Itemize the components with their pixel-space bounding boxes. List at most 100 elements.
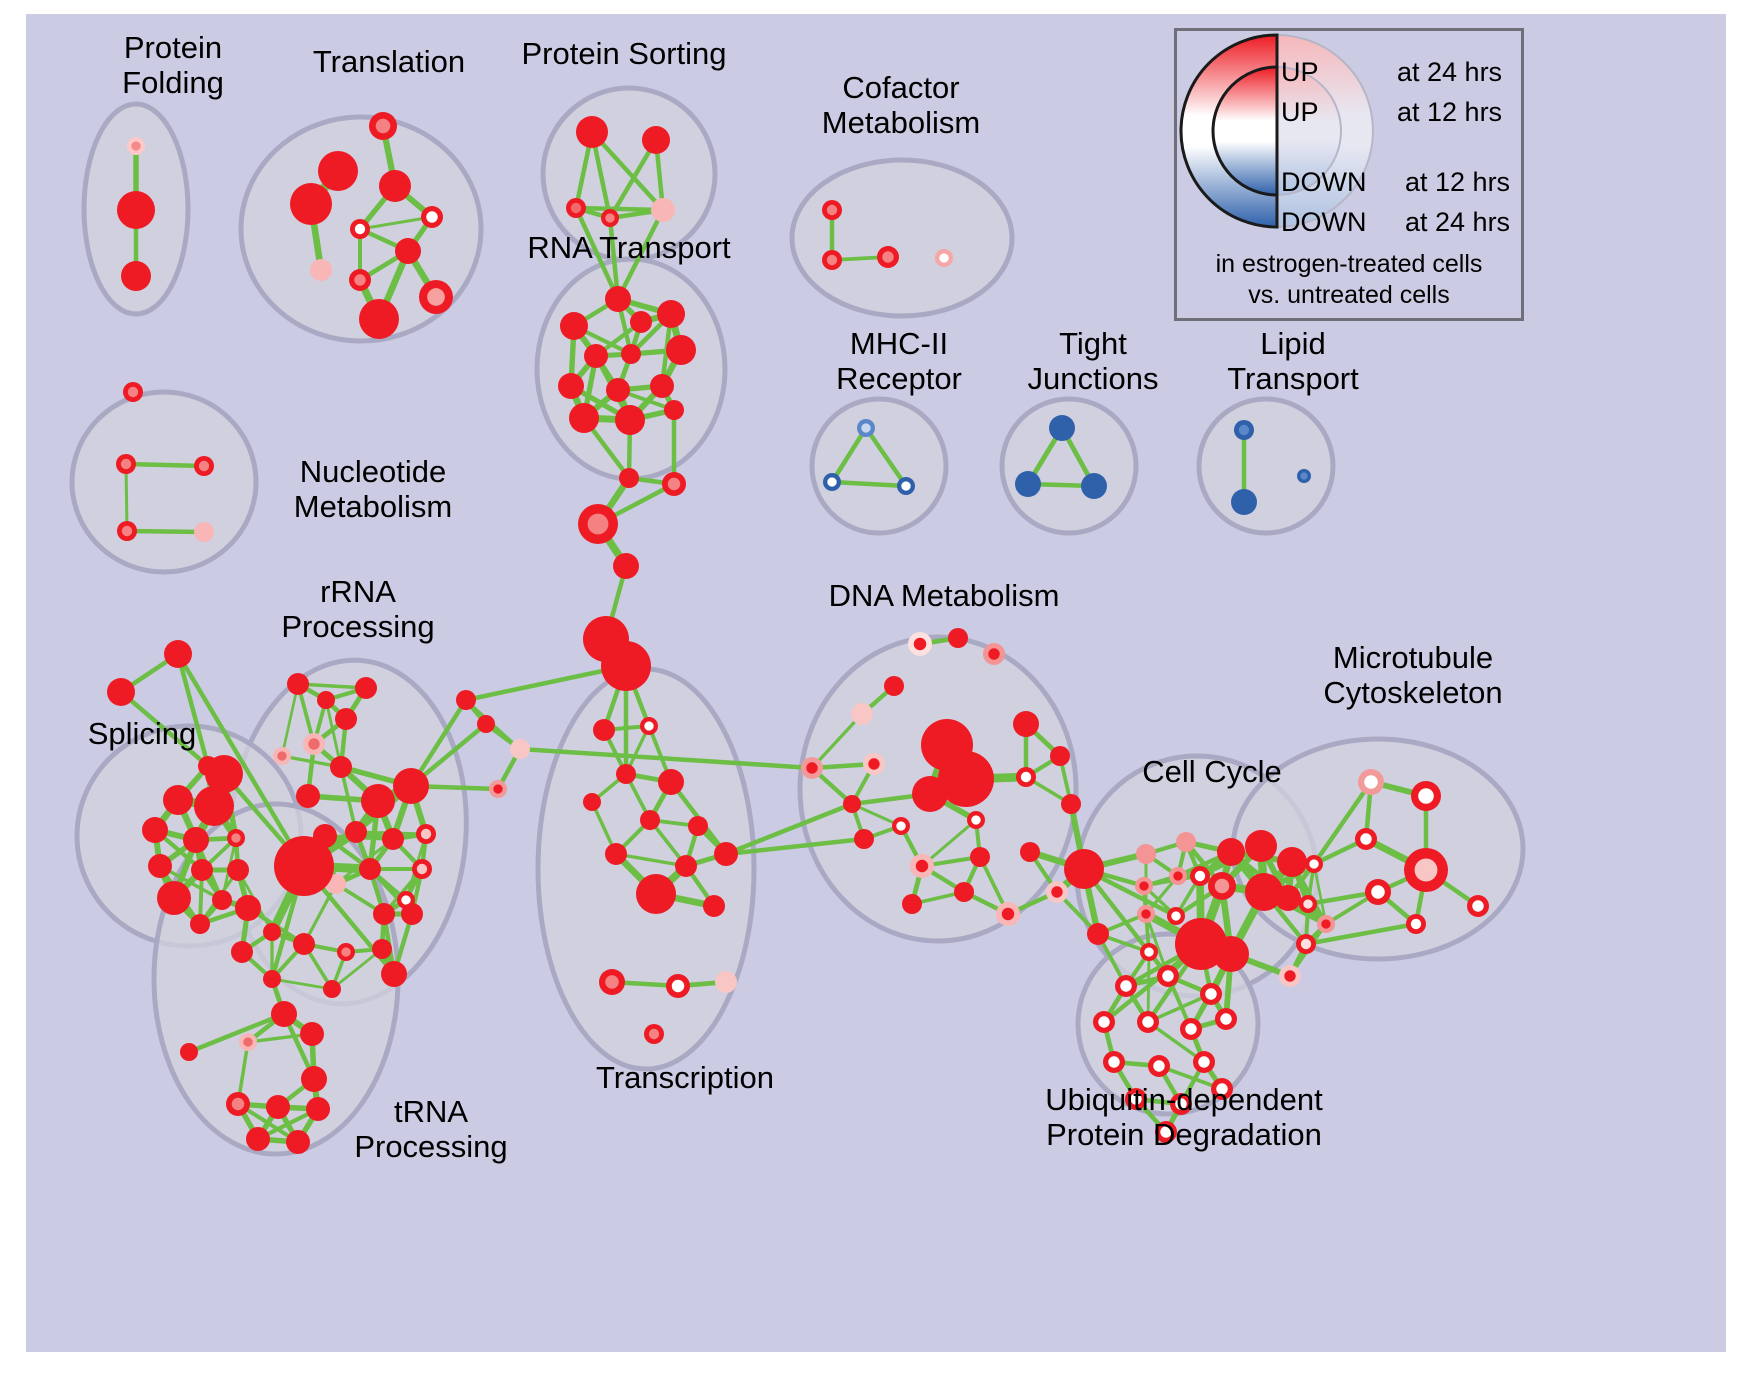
- network-node[interactable]: [615, 405, 645, 435]
- network-node[interactable]: [599, 969, 625, 995]
- network-node[interactable]: [1317, 915, 1335, 933]
- network-node[interactable]: [350, 219, 370, 239]
- network-node[interactable]: [851, 703, 873, 725]
- network-node[interactable]: [688, 816, 708, 836]
- network-node[interactable]: [1103, 1051, 1125, 1073]
- network-node[interactable]: [127, 137, 145, 155]
- network-node[interactable]: [1245, 873, 1283, 911]
- network-node[interactable]: [822, 200, 842, 220]
- network-node[interactable]: [355, 677, 377, 699]
- network-node[interactable]: [877, 246, 899, 268]
- network-node[interactable]: [1211, 1078, 1233, 1100]
- network-node[interactable]: [183, 827, 209, 853]
- network-node[interactable]: [190, 914, 210, 934]
- network-node[interactable]: [1190, 866, 1210, 886]
- network-node[interactable]: [1213, 936, 1249, 972]
- network-node[interactable]: [382, 828, 404, 850]
- network-node[interactable]: [273, 747, 291, 765]
- network-node[interactable]: [239, 1033, 257, 1051]
- network-node[interactable]: [703, 895, 725, 917]
- network-node[interactable]: [823, 473, 841, 491]
- network-node[interactable]: [381, 961, 407, 987]
- network-node[interactable]: [616, 764, 636, 784]
- network-node[interactable]: [651, 198, 675, 222]
- network-node[interactable]: [359, 858, 381, 880]
- network-node[interactable]: [1170, 1093, 1192, 1115]
- network-node[interactable]: [323, 980, 341, 998]
- network-node[interactable]: [601, 209, 619, 227]
- network-node[interactable]: [227, 859, 249, 881]
- network-node[interactable]: [1297, 469, 1311, 483]
- network-node[interactable]: [857, 419, 875, 437]
- network-node[interactable]: [619, 468, 639, 488]
- network-node[interactable]: [892, 817, 910, 835]
- network-node[interactable]: [416, 824, 436, 844]
- network-node[interactable]: [566, 198, 586, 218]
- network-node[interactable]: [908, 632, 932, 656]
- network-node[interactable]: [419, 280, 453, 314]
- network-node[interactable]: [290, 183, 332, 225]
- network-node[interactable]: [1234, 420, 1254, 440]
- network-node[interactable]: [1406, 914, 1426, 934]
- network-node[interactable]: [983, 643, 1005, 665]
- network-node[interactable]: [266, 1095, 290, 1119]
- network-node[interactable]: [318, 151, 358, 191]
- network-node[interactable]: [1061, 794, 1081, 814]
- network-node[interactable]: [117, 521, 137, 541]
- network-node[interactable]: [401, 903, 423, 925]
- network-node[interactable]: [421, 206, 443, 228]
- network-node[interactable]: [412, 859, 432, 879]
- network-node[interactable]: [1467, 895, 1489, 917]
- network-node[interactable]: [636, 874, 676, 914]
- network-node[interactable]: [863, 753, 885, 775]
- network-node[interactable]: [613, 553, 639, 579]
- network-node[interactable]: [605, 843, 627, 865]
- network-node[interactable]: [227, 829, 245, 847]
- network-node[interactable]: [601, 641, 651, 691]
- network-node[interactable]: [630, 311, 652, 333]
- network-node[interactable]: [117, 191, 155, 229]
- network-node[interactable]: [510, 739, 530, 759]
- network-node[interactable]: [1180, 1018, 1202, 1040]
- network-node[interactable]: [1016, 767, 1036, 787]
- network-node[interactable]: [107, 678, 135, 706]
- network-node[interactable]: [306, 1097, 330, 1121]
- network-node[interactable]: [1125, 1088, 1147, 1110]
- network-node[interactable]: [642, 126, 670, 154]
- network-node[interactable]: [372, 939, 392, 959]
- network-node[interactable]: [287, 673, 309, 695]
- network-node[interactable]: [349, 269, 371, 291]
- network-node[interactable]: [1215, 1008, 1237, 1030]
- network-node[interactable]: [1365, 879, 1391, 905]
- network-node[interactable]: [317, 691, 335, 709]
- network-node[interactable]: [235, 895, 261, 921]
- network-node[interactable]: [666, 974, 690, 998]
- network-node[interactable]: [1193, 1051, 1215, 1073]
- network-node[interactable]: [1245, 830, 1277, 862]
- network-node[interactable]: [1277, 847, 1307, 877]
- network-node[interactable]: [274, 836, 334, 896]
- network-node[interactable]: [1081, 473, 1107, 499]
- network-node[interactable]: [310, 259, 332, 281]
- network-node[interactable]: [1155, 1121, 1177, 1143]
- network-node[interactable]: [180, 1043, 198, 1061]
- network-node[interactable]: [1411, 781, 1441, 811]
- network-node[interactable]: [164, 640, 192, 668]
- network-node[interactable]: [948, 628, 968, 648]
- network-node[interactable]: [163, 785, 193, 815]
- network-node[interactable]: [121, 261, 151, 291]
- network-node[interactable]: [650, 374, 674, 398]
- network-node[interactable]: [301, 1066, 327, 1092]
- network-node[interactable]: [954, 882, 974, 902]
- network-node[interactable]: [584, 344, 608, 368]
- network-node[interactable]: [854, 829, 874, 849]
- network-node[interactable]: [657, 300, 685, 328]
- network-node[interactable]: [263, 923, 281, 941]
- network-node[interactable]: [300, 1022, 324, 1046]
- network-node[interactable]: [967, 811, 985, 829]
- network-node[interactable]: [822, 250, 842, 270]
- network-node[interactable]: [1231, 489, 1257, 515]
- network-node[interactable]: [1305, 855, 1323, 873]
- network-node[interactable]: [148, 854, 172, 878]
- network-node[interactable]: [1093, 1011, 1115, 1033]
